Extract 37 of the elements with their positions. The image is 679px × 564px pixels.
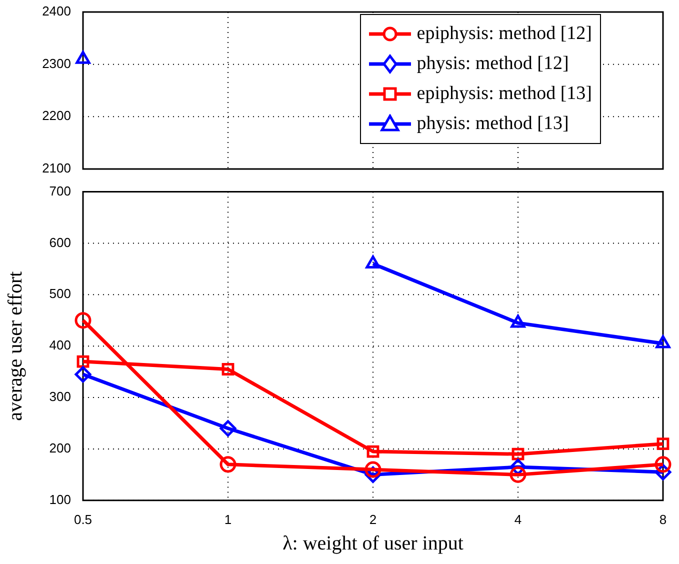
y-tick-label: 2200 [42, 108, 71, 124]
y-tick-label: 2300 [42, 56, 71, 71]
point [220, 420, 236, 437]
legend-label: physis: method [13] [416, 113, 569, 135]
point [74, 312, 92, 329]
x-tick-label: 8 [659, 512, 667, 527]
point [654, 456, 672, 473]
y-tick-label: 600 [49, 234, 71, 250]
y-tick-label: 500 [49, 286, 71, 302]
y-tick-label: 2400 [42, 4, 71, 19]
point [512, 448, 524, 460]
x-tick-label: 1 [224, 512, 232, 527]
x-tick-label: 4 [514, 512, 522, 527]
y-tick-label: 300 [49, 389, 71, 404]
x-axis-title: λ: weight of user input [282, 532, 464, 554]
point [76, 355, 90, 368]
point [364, 461, 382, 478]
point [656, 438, 670, 450]
point [656, 335, 670, 348]
y-axis-title: average user effort [4, 270, 26, 421]
y-tick-label: 200 [49, 440, 71, 456]
legend-label: physis: method [12] [416, 53, 569, 75]
point [366, 256, 380, 269]
y-tick-label: 100 [49, 492, 71, 507]
x-tick-label: 2 [369, 512, 377, 527]
legend-label: epiphysis: method [12] [416, 23, 592, 45]
y-tick-label: 2100 [42, 160, 71, 176]
y-tick-label: 700 [49, 183, 71, 198]
point [222, 363, 234, 376]
point [510, 466, 526, 483]
legend-label: epiphysis: method [13] [416, 83, 592, 105]
x-tick-label: 0.5 [74, 512, 92, 527]
point [510, 314, 526, 328]
point [74, 366, 92, 383]
point [366, 445, 380, 458]
y-tick-label: 400 [49, 338, 71, 353]
point [220, 456, 236, 473]
